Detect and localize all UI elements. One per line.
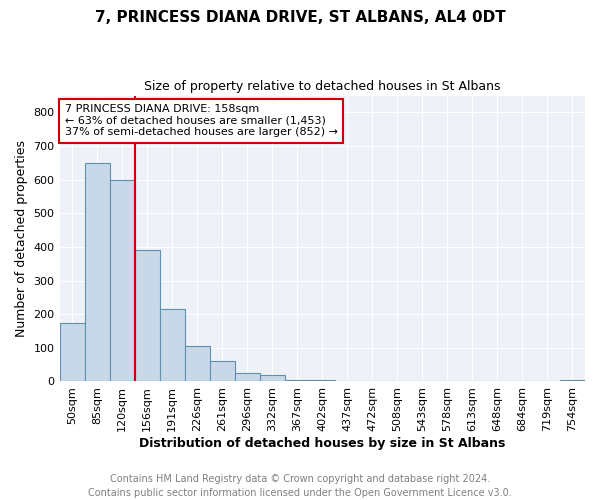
Bar xyxy=(235,373,260,382)
Bar xyxy=(134,250,160,382)
Bar xyxy=(285,380,310,382)
Bar xyxy=(110,180,134,382)
Bar xyxy=(260,374,285,382)
Bar xyxy=(335,381,360,382)
Text: Contains HM Land Registry data © Crown copyright and database right 2024.
Contai: Contains HM Land Registry data © Crown c… xyxy=(88,474,512,498)
Bar xyxy=(85,163,110,382)
Bar xyxy=(160,309,185,382)
Text: 7, PRINCESS DIANA DRIVE, ST ALBANS, AL4 0DT: 7, PRINCESS DIANA DRIVE, ST ALBANS, AL4 … xyxy=(95,10,505,25)
Bar xyxy=(59,322,85,382)
X-axis label: Distribution of detached houses by size in St Albans: Distribution of detached houses by size … xyxy=(139,437,505,450)
Bar xyxy=(360,381,385,382)
Title: Size of property relative to detached houses in St Albans: Size of property relative to detached ho… xyxy=(144,80,500,93)
Text: 7 PRINCESS DIANA DRIVE: 158sqm
← 63% of detached houses are smaller (1,453)
37% : 7 PRINCESS DIANA DRIVE: 158sqm ← 63% of … xyxy=(65,104,338,138)
Bar xyxy=(209,362,235,382)
Y-axis label: Number of detached properties: Number of detached properties xyxy=(15,140,28,337)
Bar xyxy=(185,346,209,382)
Bar xyxy=(310,380,335,382)
Bar xyxy=(560,380,585,382)
